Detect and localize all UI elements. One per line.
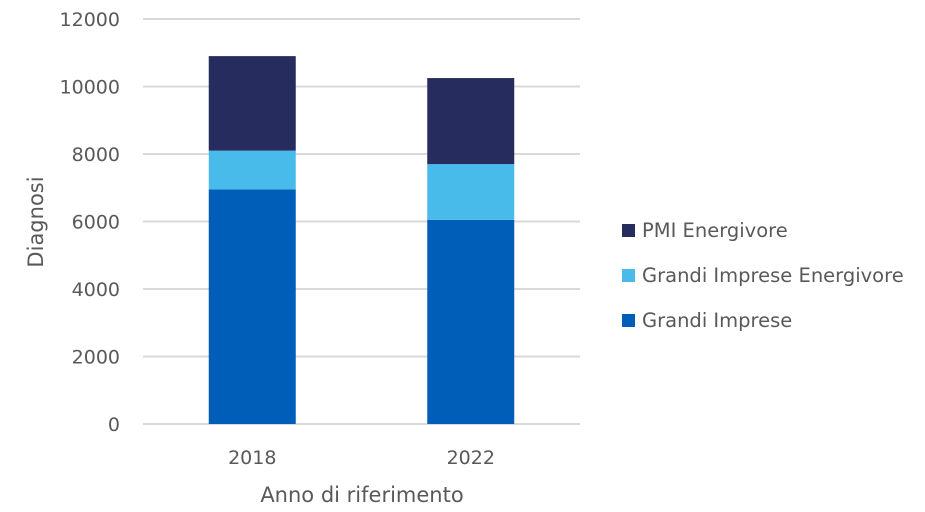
legend-item: PMI Energivore xyxy=(622,208,904,253)
x-tick-label: 2018 xyxy=(228,447,276,469)
bar-segment-pmi-energivore-2022 xyxy=(427,78,515,165)
legend-label: Grandi Imprese Energivore xyxy=(642,264,904,287)
legend-label: PMI Energivore xyxy=(642,219,788,242)
y-tick-label: 0 xyxy=(108,414,120,436)
legend-swatch xyxy=(622,269,635,282)
legend-label: Grandi Imprese xyxy=(642,309,793,332)
bar-segment-pmi-energivore-2018 xyxy=(208,56,296,151)
y-tick-label: 6000 xyxy=(72,212,120,234)
bar-segment-grandi-imprese-2018 xyxy=(208,189,296,424)
y-axis-label: Diagnosi xyxy=(24,176,48,267)
bar-segment-grandi-imprese-energivore-2018 xyxy=(208,150,296,190)
legend-item: Grandi Imprese Energivore xyxy=(622,253,904,298)
y-tick-label: 10000 xyxy=(60,77,120,99)
legend-item: Grandi Imprese xyxy=(622,298,904,343)
legend: PMI Energivore Grandi Imprese Energivore G… xyxy=(622,208,904,343)
y-tick-label: 8000 xyxy=(72,144,120,166)
y-tick-label: 2000 xyxy=(72,347,120,369)
bar-segment-grandi-imprese-2022 xyxy=(427,219,515,424)
legend-swatch xyxy=(622,224,635,237)
y-tick-label: 4000 xyxy=(72,279,120,301)
y-tick-label: 12000 xyxy=(60,9,120,31)
x-axis-label: Anno di riferimento xyxy=(260,483,463,507)
legend-swatch xyxy=(622,314,635,327)
x-tick-label: 2022 xyxy=(447,447,495,469)
bar-segment-grandi-imprese-energivore-2022 xyxy=(427,164,515,220)
